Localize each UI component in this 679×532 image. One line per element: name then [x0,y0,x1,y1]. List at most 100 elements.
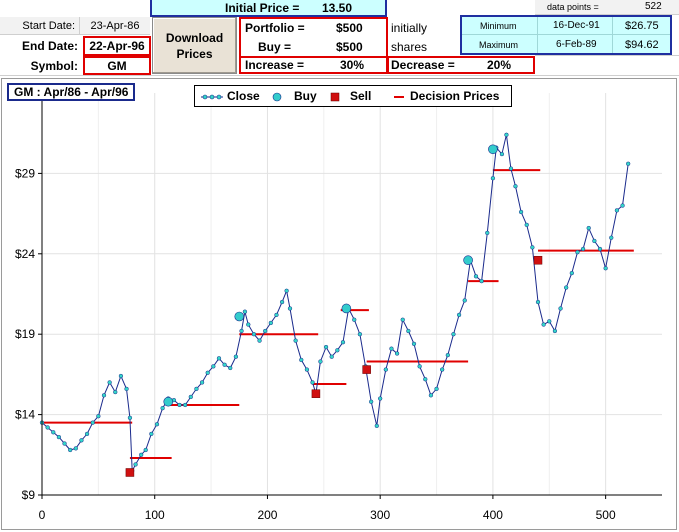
close-point [118,373,124,379]
close-point [160,406,165,411]
sell-marker [362,365,371,374]
close-point [293,338,298,343]
start-date-label: Start Date: [0,17,80,35]
maximum-label: Maximum [479,40,519,50]
increase-label: Increase = [245,58,305,72]
end-date-field[interactable]: 22-Apr-96 [83,36,151,56]
close-point [304,367,310,372]
start-date-value[interactable]: 23-Apr-86 [80,17,150,35]
portfolio-label: Portfolio = [245,20,305,35]
close-point [456,312,462,318]
close-point [383,367,388,372]
close-point [127,415,133,420]
close-point [597,246,603,252]
minimum-label: Minimum [480,21,517,31]
close-point [369,399,374,404]
close-point [143,447,148,453]
close-point [445,352,450,358]
symbol-field[interactable]: GM [83,56,151,75]
close-point [340,340,346,345]
close-point [310,380,315,385]
close-point [547,319,552,324]
close-point [233,354,239,359]
legend-close-symbol [201,94,223,100]
initial-price-box: Initial Price = 13.50 [150,0,387,17]
close-point [499,151,505,157]
close-point [211,364,216,369]
close-point [400,317,405,322]
close-point [263,328,268,334]
close-point [242,309,248,314]
close-point [440,367,445,372]
increase-value[interactable]: 30% [340,58,365,72]
close-point [177,402,182,408]
download-prices-label: Download Prices [165,30,224,61]
legend-decision-label: Decision Prices [410,89,500,103]
close-point [434,386,439,392]
close-point [246,322,251,327]
decrease-box [387,56,535,74]
data-points-value: 522 [645,1,662,12]
sell-marker [533,255,543,265]
close-point [56,434,62,440]
x-tick-label: 400 [483,508,503,522]
initial-price-value[interactable]: 13.50 [322,1,353,15]
min-max-box [460,15,672,55]
close-point [541,322,546,327]
close-point [352,317,357,322]
close-point [394,351,400,356]
close-point [79,438,84,443]
buy-value[interactable]: $500 [336,39,363,54]
buy-marker [163,396,174,407]
close-point [428,393,434,398]
portfolio-value[interactable]: $500 [336,20,363,35]
legend-close-label: Close [227,89,260,103]
close-point [552,328,558,334]
close-point [378,396,383,401]
sell-marker [311,389,321,398]
close-point [558,306,563,311]
decrease-value[interactable]: 20% [487,58,512,72]
buy-marker [488,144,498,155]
maximum-value: $94.62 [625,39,659,51]
close-point [279,299,285,305]
close-point [335,348,340,353]
close-point [423,377,428,382]
close-point [194,386,199,392]
close-point [614,208,620,213]
portfolio-note: initially [391,20,428,35]
buy-marker [463,255,473,266]
close-point [406,328,411,334]
close-point [586,225,591,231]
close-point [504,132,509,137]
close-point [508,166,514,171]
minimum-date: 16-Dec-91 [553,20,600,31]
close-point [73,446,78,451]
close-point [299,357,304,363]
minimum-value: $26.75 [625,20,659,32]
decrease-label: Decrease = [391,58,455,72]
close-point [251,332,257,337]
close-point [51,430,56,435]
chart-title-text: GM : Apr/86 - Apr/96 [14,85,129,99]
close-point [222,362,227,367]
end-date-label: End Date: [21,39,78,53]
data-points-row: data points = 522 [535,0,679,15]
close-point [268,320,273,326]
close-point [485,230,490,236]
close-point [374,423,379,429]
y-tick-label: $14 [15,408,35,422]
x-tick-label: 100 [145,508,165,522]
close-point [609,235,614,240]
x-tick-label: 300 [370,508,390,522]
close-point [318,359,323,364]
close-point [411,341,417,346]
close-point [535,299,541,305]
x-tick-label: 0 [39,508,46,522]
y-tick-label: $29 [15,166,35,180]
y-tick-label: $19 [15,327,35,341]
x-tick-label: 500 [596,508,616,522]
download-prices-button[interactable]: Download Prices [152,17,237,74]
chart-area[interactable]: 0 100 200 300 400 500 $9 $14 $19 $24 $29 GM : Apr/… [1,78,677,530]
close-point [45,425,50,430]
